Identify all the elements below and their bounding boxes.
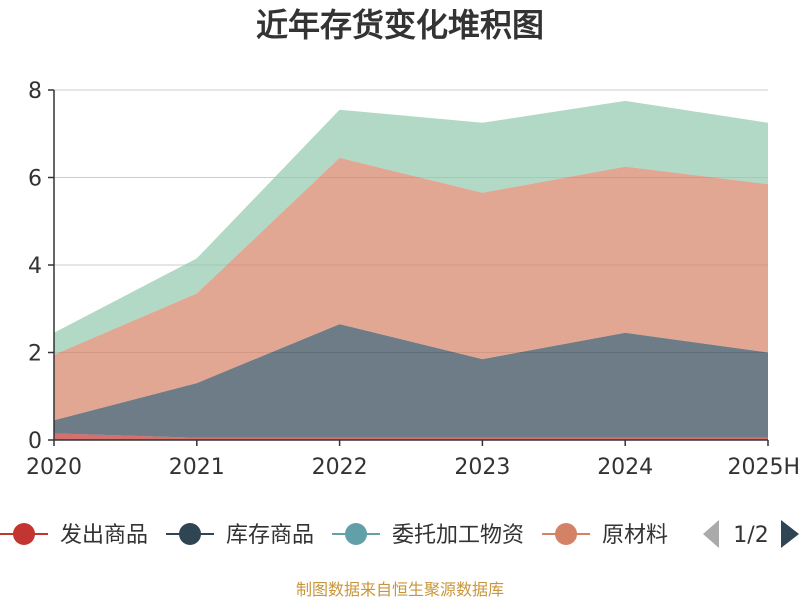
- data-source-note: 制图数据来自恒生聚源数据库: [296, 580, 504, 599]
- legend-marker-icon: [13, 523, 35, 545]
- legend-marker-icon: [555, 523, 578, 545]
- legend-marker-icon: [345, 523, 368, 545]
- legend-item[interactable]: 发出商品: [0, 523, 148, 548]
- legend: 发出商品 库存商品 委托加工物资 原材料 1/2: [0, 520, 799, 548]
- legend-item[interactable]: 库存商品: [166, 523, 314, 548]
- x-tick-label: 2023: [454, 455, 510, 480]
- area-series-layer: [54, 100, 768, 440]
- legend-page-indicator: 1/2: [733, 523, 768, 548]
- y-tick-label: 0: [28, 429, 42, 454]
- area-series-3[interactable]: [54, 157, 768, 421]
- area-series-4[interactable]: [54, 100, 768, 355]
- x-tick-label: 2020: [26, 455, 82, 480]
- legend-next-page-icon[interactable]: [781, 520, 799, 548]
- legend-prev-page-icon[interactable]: [703, 520, 719, 548]
- x-tick-label: 2022: [312, 455, 368, 480]
- legend-label: 原材料: [602, 523, 668, 548]
- legend-marker-icon: [179, 523, 202, 545]
- y-tick-label: 8: [28, 79, 42, 104]
- chart-title: 近年存货变化堆积图: [256, 6, 544, 44]
- x-tick-label: 2025H: [727, 455, 800, 480]
- y-tick-label: 6: [28, 167, 42, 192]
- legend-label: 发出商品: [60, 523, 148, 548]
- y-tick-label: 2: [28, 342, 42, 367]
- legend-item[interactable]: 委托加工物资: [332, 523, 524, 548]
- area-series-1[interactable]: [54, 324, 768, 438]
- area-series-0[interactable]: [54, 433, 768, 440]
- legend-item[interactable]: 原材料: [542, 523, 668, 548]
- legend-label: 委托加工物资: [392, 523, 524, 548]
- x-tick-label: 2024: [597, 455, 653, 480]
- x-tick-label: 2021: [169, 455, 225, 480]
- x-axis-ticks: 2020 2021 2022 2023 2024 2025H: [26, 440, 800, 480]
- y-axis-ticks: 0 2 4 6 8: [28, 79, 54, 454]
- y-tick-label: 4: [28, 254, 42, 279]
- legend-label: 库存商品: [226, 523, 314, 548]
